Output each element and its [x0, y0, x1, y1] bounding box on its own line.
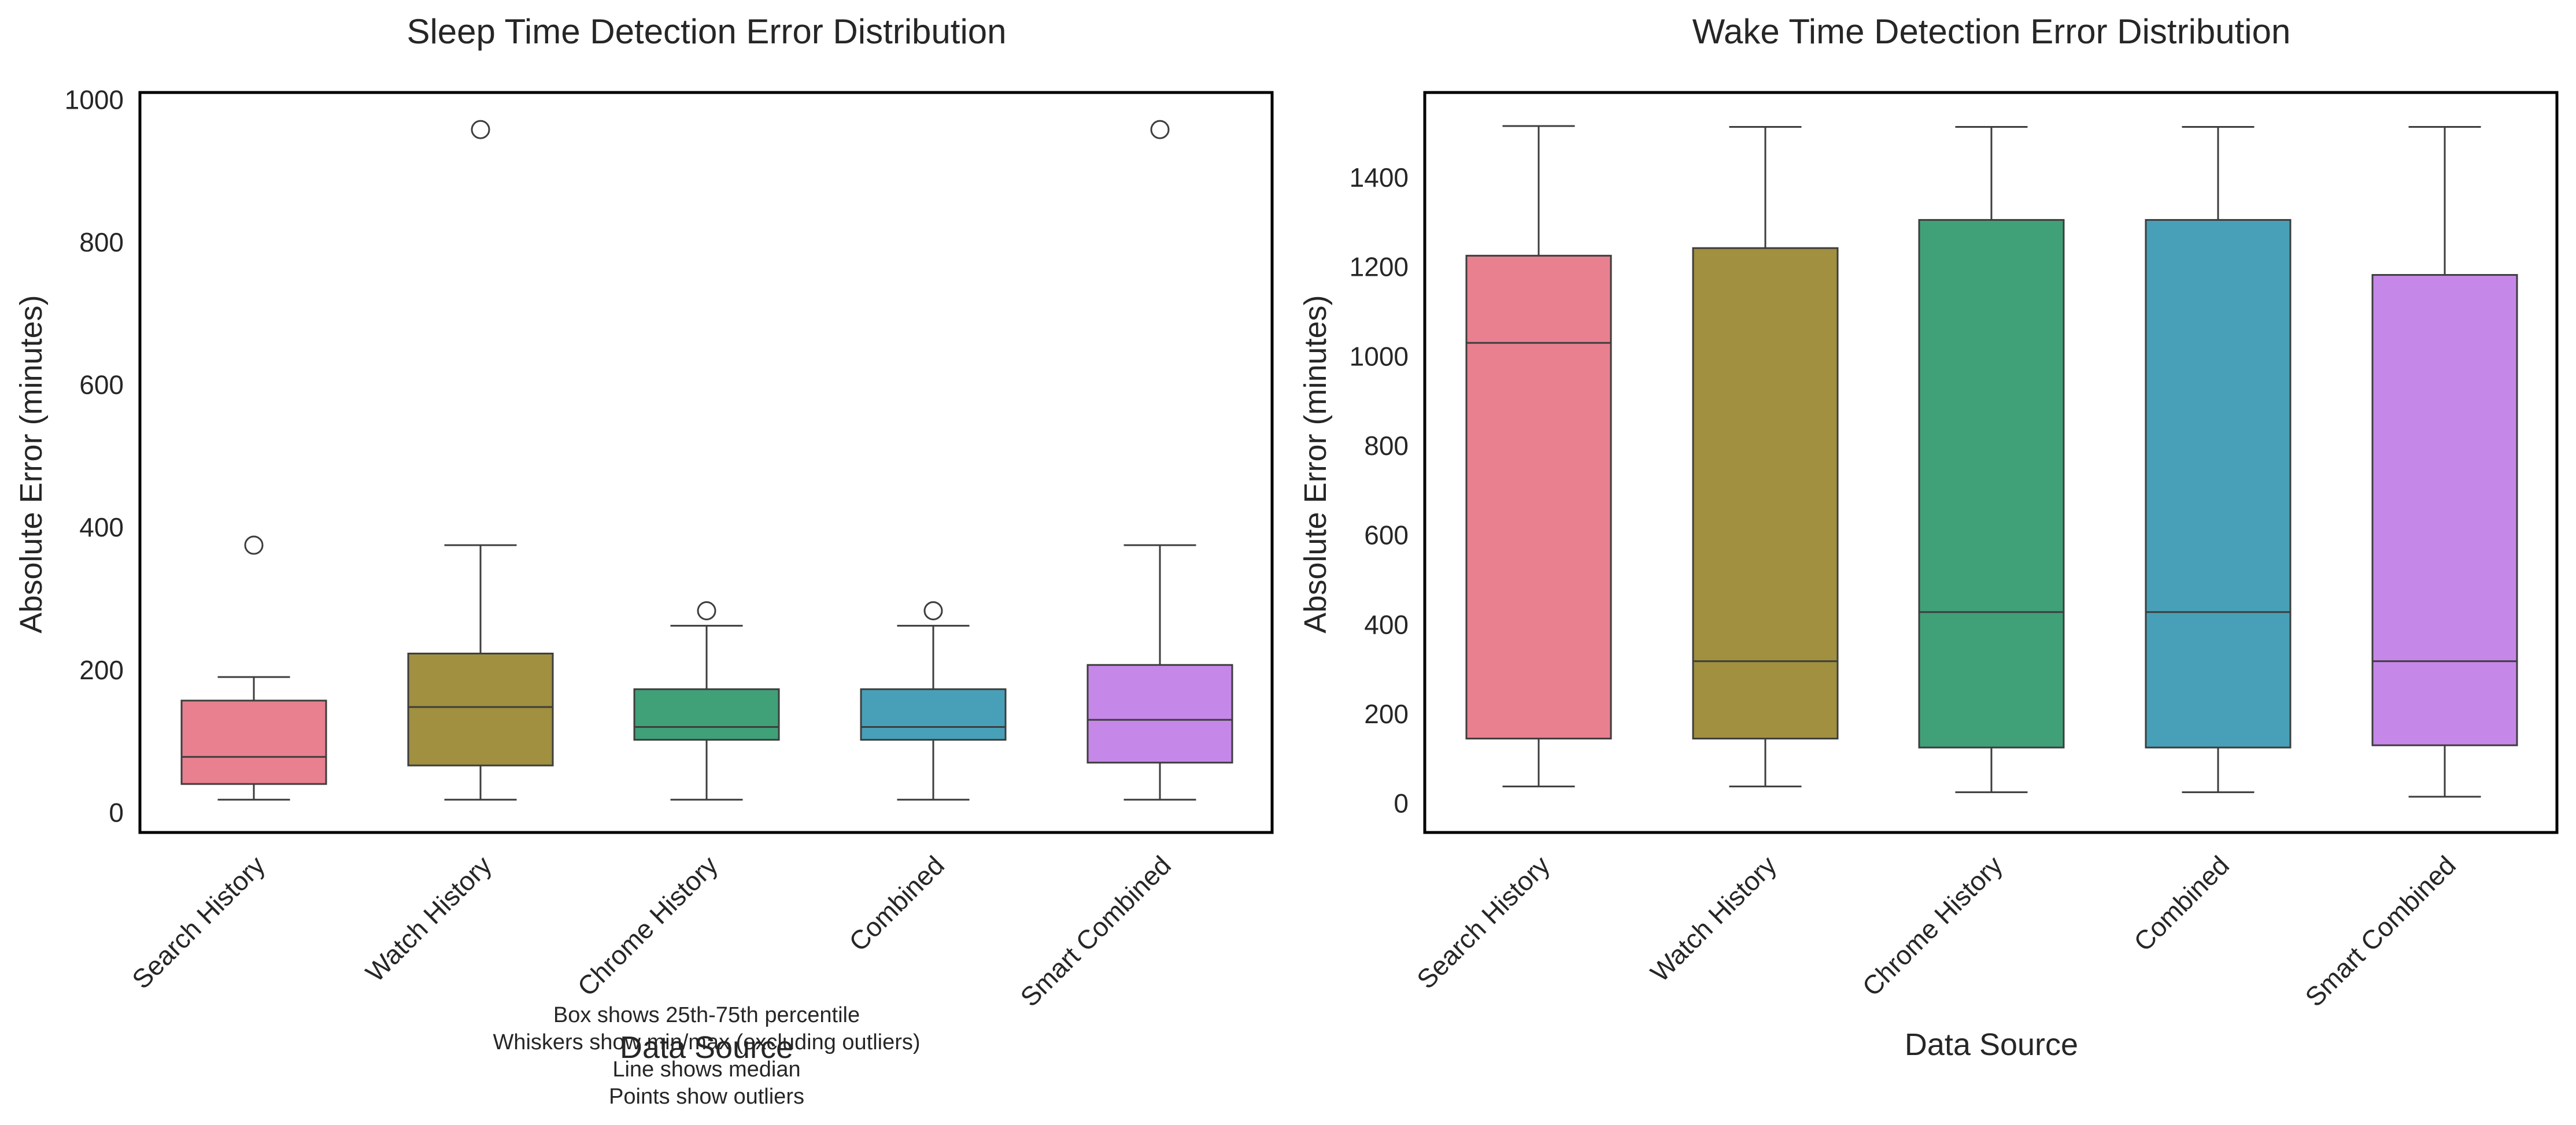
sleep-iqr-box: [407, 652, 554, 767]
wake-y-tick-label: 0: [1394, 789, 1409, 819]
sleep-box-group: [180, 535, 327, 801]
sleep-x-tick-label: Combined: [843, 850, 950, 957]
sleep-box-group: [1086, 120, 1233, 801]
wake-iqr-box: [2371, 274, 2518, 746]
sleep-chart-x-axis-label: Data Source: [620, 1030, 793, 1065]
sleep-chart-plot-area: 0 200 400 600 800 1000 Search History Watch His…: [65, 84, 1233, 1012]
sleep-iqr-box: [1086, 664, 1233, 764]
sleep-x-tick-label: Search History: [126, 850, 271, 994]
sleep-outlier-point: [1150, 120, 1170, 139]
sleep-outlier-point: [697, 601, 716, 620]
annotation-line-3: Line shows median: [612, 1057, 800, 1082]
sleep-box-group: [860, 601, 1007, 801]
wake-x-tick-label: Watch History: [1644, 850, 1782, 987]
wake-chart-plot-area: 0 200 400 600 800 1000 1200 1400 Search History W…: [1350, 125, 2518, 1012]
wake-y-tick-label: 800: [1364, 431, 1409, 461]
wake-box-group: [1918, 126, 2065, 793]
wake-y-tick-label: 1200: [1350, 252, 1409, 282]
wake-x-tick-label: Chrome History: [1856, 850, 2008, 1002]
sleep-outlier-point: [244, 535, 264, 555]
sleep-box-group: [407, 120, 554, 801]
sleep-x-tick-label: Watch History: [360, 850, 497, 987]
wake-x-tick-label: Combined: [2128, 850, 2235, 957]
sleep-iqr-box: [180, 700, 327, 785]
sleep-x-tick-label: Chrome History: [571, 850, 723, 1002]
annotation-line-2: Whiskers show min/max (excluding outlier…: [493, 1030, 920, 1054]
sleep-y-tick-label: 0: [109, 797, 124, 827]
annotation-line-1: Box shows 25th-75th percentile: [553, 1003, 860, 1027]
wake-y-tick-label: 1000: [1350, 341, 1409, 371]
wake-iqr-box: [2145, 219, 2292, 749]
wake-chart-panel: Wake Time Detection Error Distribution A…: [1298, 12, 2559, 1062]
sleep-x-tick-label: Smart Combined: [1014, 850, 1177, 1012]
sleep-y-tick-label: 200: [79, 655, 124, 685]
wake-iqr-box: [1692, 247, 1839, 740]
sleep-iqr-box: [633, 688, 780, 741]
wake-chart-title: Wake Time Detection Error Distribution: [1692, 12, 2291, 51]
sleep-y-tick-label: 600: [79, 370, 124, 400]
wake-x-tick-label: Smart Combined: [2299, 850, 2462, 1012]
sleep-chart-frame: [138, 91, 1274, 834]
sleep-chart-annotation: Box shows 25th-75th percentile Whiskers …: [493, 1003, 920, 1109]
annotation-line-4: Points show outliers: [609, 1085, 804, 1109]
sleep-outlier-point: [923, 601, 943, 620]
sleep-iqr-box: [860, 688, 1007, 741]
sleep-chart-y-axis-label: Absolute Error (minutes): [14, 295, 49, 633]
wake-chart-y-axis-label: Absolute Error (minutes): [1298, 295, 1333, 633]
sleep-chart-title: Sleep Time Detection Error Distribution: [406, 12, 1006, 51]
sleep-box-group: [633, 601, 780, 801]
wake-y-tick-label: 600: [1364, 520, 1409, 550]
wake-box-group: [2371, 126, 2518, 798]
wake-x-tick-label: Search History: [1411, 850, 1555, 994]
sleep-y-tick-label: 800: [79, 227, 124, 257]
wake-box-group: [1465, 125, 1612, 787]
sleep-chart-panel: Sleep Time Detection Error Distribution …: [14, 12, 1274, 1109]
sleep-y-tick-label: 1000: [65, 84, 124, 114]
sleep-outlier-point: [471, 120, 490, 139]
wake-y-tick-label: 400: [1364, 609, 1409, 639]
wake-y-tick-label: 1400: [1350, 162, 1409, 193]
wake-iqr-box: [1918, 219, 2065, 749]
wake-box-group: [2145, 126, 2292, 793]
wake-box-group: [1692, 126, 1839, 787]
wake-iqr-box: [1465, 254, 1612, 740]
wake-chart-x-axis-label: Data Source: [1905, 1027, 2078, 1062]
wake-y-tick-label: 200: [1364, 699, 1409, 729]
sleep-y-tick-label: 400: [79, 512, 124, 542]
wake-chart-frame: [1423, 91, 2559, 834]
